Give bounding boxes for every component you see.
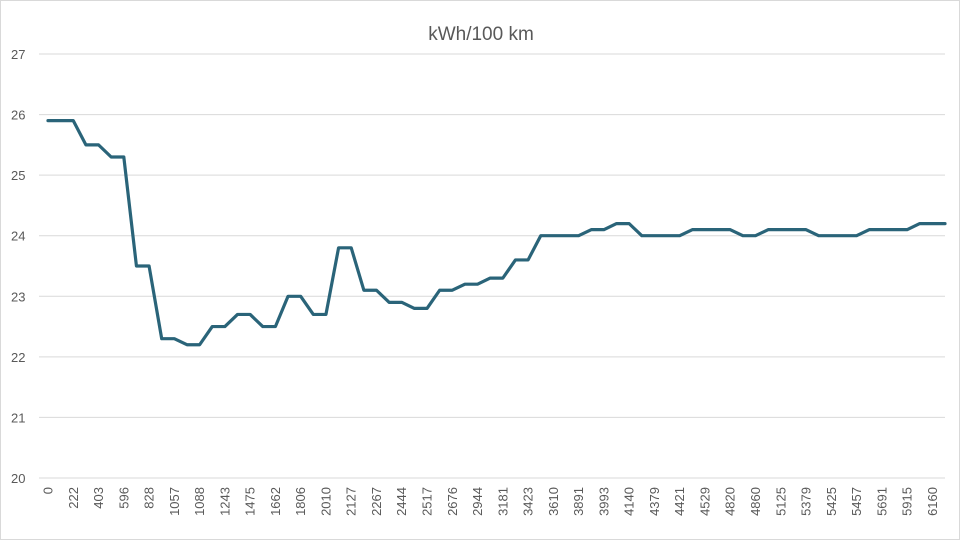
x-tick-label: 3423 — [521, 487, 536, 516]
x-tick-label: 596 — [116, 487, 131, 509]
x-tick-label: 1806 — [293, 487, 308, 516]
x-tick-label: 2444 — [394, 487, 409, 516]
x-tick-label: 5379 — [799, 487, 814, 516]
x-tick-label: 5125 — [773, 487, 788, 516]
x-tick-label: 3891 — [571, 487, 586, 516]
y-tick-label: 24 — [11, 229, 25, 244]
x-tick-label: 4140 — [622, 487, 637, 516]
y-tick-label: 20 — [11, 471, 25, 486]
chart-title: kWh/100 km — [428, 24, 534, 45]
series-layer — [46, 119, 947, 347]
x-tick-label: 222 — [66, 487, 81, 509]
x-tick-label: 4379 — [647, 487, 662, 516]
x-tick-label: 1243 — [217, 487, 232, 516]
y-tick-label: 22 — [11, 350, 25, 365]
x-tick-label: 0 — [41, 487, 56, 494]
series-line-0 — [46, 119, 947, 347]
y-axis: 20 21 22 23 24 25 26 27 — [11, 47, 25, 486]
x-tick-label: 2267 — [369, 487, 384, 516]
x-tick-label: 1662 — [268, 487, 283, 516]
x-tick-label: 5425 — [824, 487, 839, 516]
x-axis: 0 222 403 596 828 1057 1088 1243 1475 1662 1806 201… — [41, 487, 940, 516]
x-tick-label: 828 — [142, 487, 157, 509]
x-tick-label: 5691 — [874, 487, 889, 516]
x-tick-label: 3610 — [546, 487, 561, 516]
x-tick-label: 1088 — [192, 487, 207, 516]
x-tick-label: 2676 — [445, 487, 460, 516]
x-tick-label: 2517 — [420, 487, 435, 516]
y-tick-label: 21 — [11, 410, 25, 425]
x-tick-label: 1475 — [243, 487, 258, 516]
x-tick-label: 4529 — [697, 487, 712, 516]
x-tick-label: 3993 — [596, 487, 611, 516]
x-tick-label: 5457 — [849, 487, 864, 516]
y-tick-label: 27 — [11, 47, 25, 62]
x-tick-label: 4421 — [672, 487, 687, 516]
y-tick-label: 25 — [11, 168, 25, 183]
x-tick-label: 1057 — [167, 487, 182, 516]
y-tick-label: 23 — [11, 289, 25, 304]
y-tick-label: 26 — [11, 108, 25, 123]
gridlines — [39, 53, 945, 479]
x-tick-label: 403 — [91, 487, 106, 509]
x-tick-label: 2944 — [470, 487, 485, 516]
x-tick-label: 3181 — [495, 487, 510, 516]
x-tick-label: 2127 — [344, 487, 359, 516]
x-tick-label: 4860 — [748, 487, 763, 516]
x-tick-label: 4820 — [723, 487, 738, 516]
x-tick-label: 2010 — [318, 487, 333, 516]
x-tick-label: 5915 — [900, 487, 915, 516]
x-tick-label: 6160 — [925, 487, 940, 516]
